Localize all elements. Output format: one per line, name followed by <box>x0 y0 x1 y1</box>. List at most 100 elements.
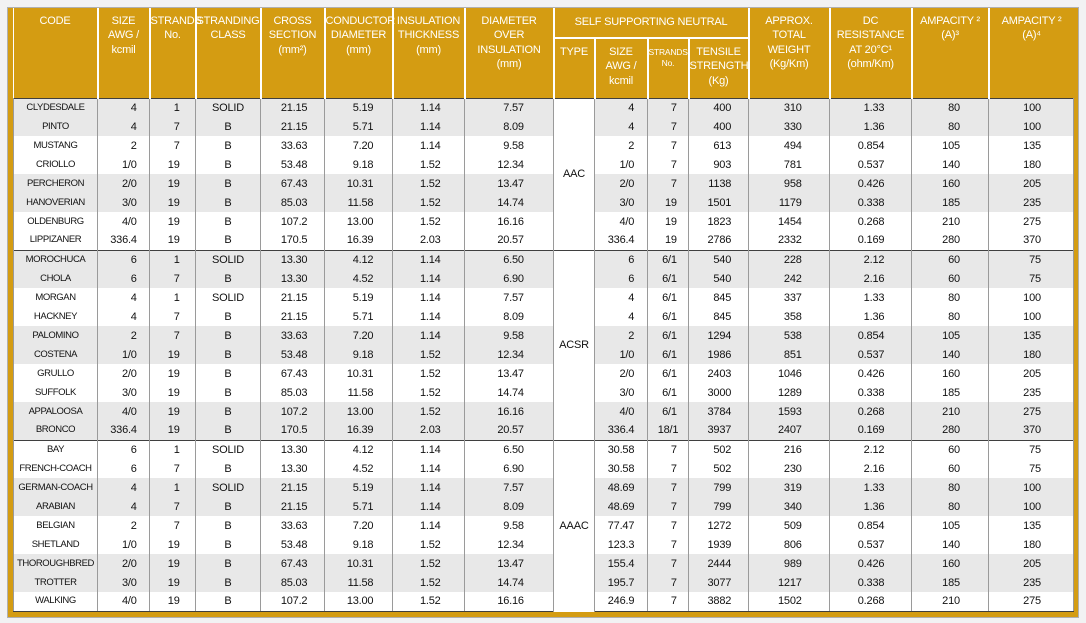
cell-value: 1/0 <box>121 158 137 171</box>
cell-value: 30.58 <box>607 443 635 456</box>
cell-neutral-tensile: 502 <box>687 459 750 478</box>
cell-value: 6 <box>130 443 137 456</box>
cell-value: 0.338 <box>857 196 885 209</box>
cell-value: 33.63 <box>280 519 308 532</box>
cell-value: 67.43 <box>280 367 308 380</box>
cell-value: 185 <box>942 386 960 399</box>
cell-weight: 509 <box>748 516 831 535</box>
cell-neutral-tensile: 1294 <box>687 326 750 345</box>
cell-insulation-thickness: 1.14 <box>392 478 465 497</box>
cell-value: SOLID <box>211 291 244 304</box>
cell-ampacity-4: 205 <box>988 554 1075 573</box>
cell-value: 1.52 <box>419 158 441 171</box>
cell-value: 6 <box>130 272 137 285</box>
cell-dc-resistance: 2.16 <box>829 459 913 478</box>
cell-stranding-class: B <box>195 364 261 383</box>
cell-diameter-over-insulation: 12.34 <box>464 535 554 554</box>
cell-strands: 19 <box>149 193 196 212</box>
cell-value: B <box>224 367 232 380</box>
cell-dc-resistance: 0.169 <box>829 421 913 440</box>
cell-value: 7 <box>670 158 677 171</box>
cell-neutral-size: 2/0 <box>594 364 648 383</box>
cell-conductor-diameter: 5.19 <box>324 97 393 117</box>
cell-value: 21.15 <box>280 291 308 304</box>
cell-ampacity-3: 185 <box>911 383 990 402</box>
cell-value: 19 <box>664 234 677 247</box>
cell-conductor-diameter: 13.00 <box>324 212 393 231</box>
table-row: HACKNEY 4 7 B 21.15 5.71 1.14 8.09 4 6/1 845 358 1.3… <box>13 307 1075 326</box>
cell-weight: 1179 <box>748 193 831 212</box>
cell-value: 3784 <box>707 405 732 418</box>
cell-ampacity-3: 140 <box>911 345 990 364</box>
cell-strands: 19 <box>149 421 196 440</box>
conductor-spec-table: CODE SIZE AWG / kcmil STRANDS No. STRAND… <box>13 8 1075 612</box>
cell-dc-resistance: 0.268 <box>829 212 913 231</box>
cell-value: B <box>224 158 232 171</box>
cell-strands: 19 <box>149 212 196 231</box>
cell-neutral-type: AAC <box>553 97 595 250</box>
cell-value: GERMAN-COACH <box>18 481 93 493</box>
cell-value: 7.20 <box>352 329 374 342</box>
cell-conductor-diameter: 5.71 <box>324 497 393 516</box>
cell-value: 11.58 <box>347 196 374 209</box>
cell-size: 6 <box>97 249 150 269</box>
cell-strands: 19 <box>149 155 196 174</box>
cell-value: 185 <box>942 196 960 209</box>
cell-neutral-strands: 7 <box>647 136 689 155</box>
cell-value: FRENCH-COACH <box>19 462 92 474</box>
cell-code: APPALOOSA <box>13 402 98 421</box>
cell-ampacity-3: 210 <box>911 592 990 612</box>
cell-neutral-strands: 6/1 <box>647 345 689 364</box>
cell-value: 400 <box>713 120 732 133</box>
cell-neutral-tensile: 799 <box>687 497 750 516</box>
cell-cross-section: 53.48 <box>260 345 325 364</box>
cell-value: PERCHERON <box>26 177 85 189</box>
cell-value: 2 <box>130 139 137 152</box>
cell-value: 6/1 <box>662 272 677 285</box>
cell-ampacity-3: 185 <box>911 573 990 592</box>
cell-strands: 19 <box>149 554 196 573</box>
cell-size: 4/0 <box>97 592 150 612</box>
cell-strands: 7 <box>149 516 196 535</box>
cell-value: 1.33 <box>863 101 885 114</box>
cell-cross-section: 21.15 <box>260 97 325 117</box>
cell-value: 135 <box>1023 519 1041 532</box>
cell-value: 1.52 <box>419 386 441 399</box>
cell-insulation-thickness: 2.03 <box>392 231 465 250</box>
table-row: PINTO 4 7 B 21.15 5.71 1.14 8.09 4 7 400 330 1.36 80 1… <box>13 117 1075 136</box>
cell-neutral-tensile: 540 <box>687 269 750 288</box>
cell-weight: 230 <box>748 459 831 478</box>
cell-value: 160 <box>942 177 960 190</box>
cell-size: 4/0 <box>97 402 150 421</box>
cell-value: 6/1 <box>662 329 677 342</box>
cell-value: 4 <box>130 120 137 133</box>
cell-strands: 7 <box>149 497 196 516</box>
cell-neutral-strands: 6/1 <box>647 326 689 345</box>
cell-conductor-diameter: 9.18 <box>324 155 393 174</box>
cell-neutral-strands: 6/1 <box>647 249 689 269</box>
cell-value: 19 <box>167 557 180 570</box>
cell-value: 235 <box>1023 196 1041 209</box>
cell-neutral-tensile: 3000 <box>687 383 750 402</box>
cell-size: 336.4 <box>97 421 150 440</box>
cell-value: 1/0 <box>121 538 137 551</box>
cell-ampacity-4: 100 <box>988 307 1075 326</box>
cell-insulation-thickness: 1.14 <box>392 136 465 155</box>
cell-conductor-diameter: 9.18 <box>324 345 393 364</box>
cell-ampacity-4: 235 <box>988 573 1075 592</box>
cell-neutral-strands: 7 <box>647 592 689 612</box>
cell-value: 13.00 <box>346 405 374 418</box>
cell-neutral-tensile: 3937 <box>687 421 750 440</box>
cell-value: 16.16 <box>497 405 524 418</box>
cell-diameter-over-insulation: 6.50 <box>464 439 554 459</box>
cell-value: 2 <box>628 139 635 152</box>
cell-insulation-thickness: 1.52 <box>392 212 465 231</box>
col-header-self-supporting-neutral: SELF SUPPORTING NEUTRAL <box>553 8 750 39</box>
cell-diameter-over-insulation: 13.47 <box>464 364 554 383</box>
cell-value: 6.90 <box>503 462 524 475</box>
cell-cross-section: 85.03 <box>260 573 325 592</box>
cell-neutral-tensile: 613 <box>687 136 750 155</box>
cell-value: 9.18 <box>352 348 374 361</box>
table-row: FRENCH-COACH 6 7 B 13.30 4.52 1.14 6.90 30.58 7 50… <box>13 459 1075 478</box>
cell-value: 235 <box>1023 386 1041 399</box>
